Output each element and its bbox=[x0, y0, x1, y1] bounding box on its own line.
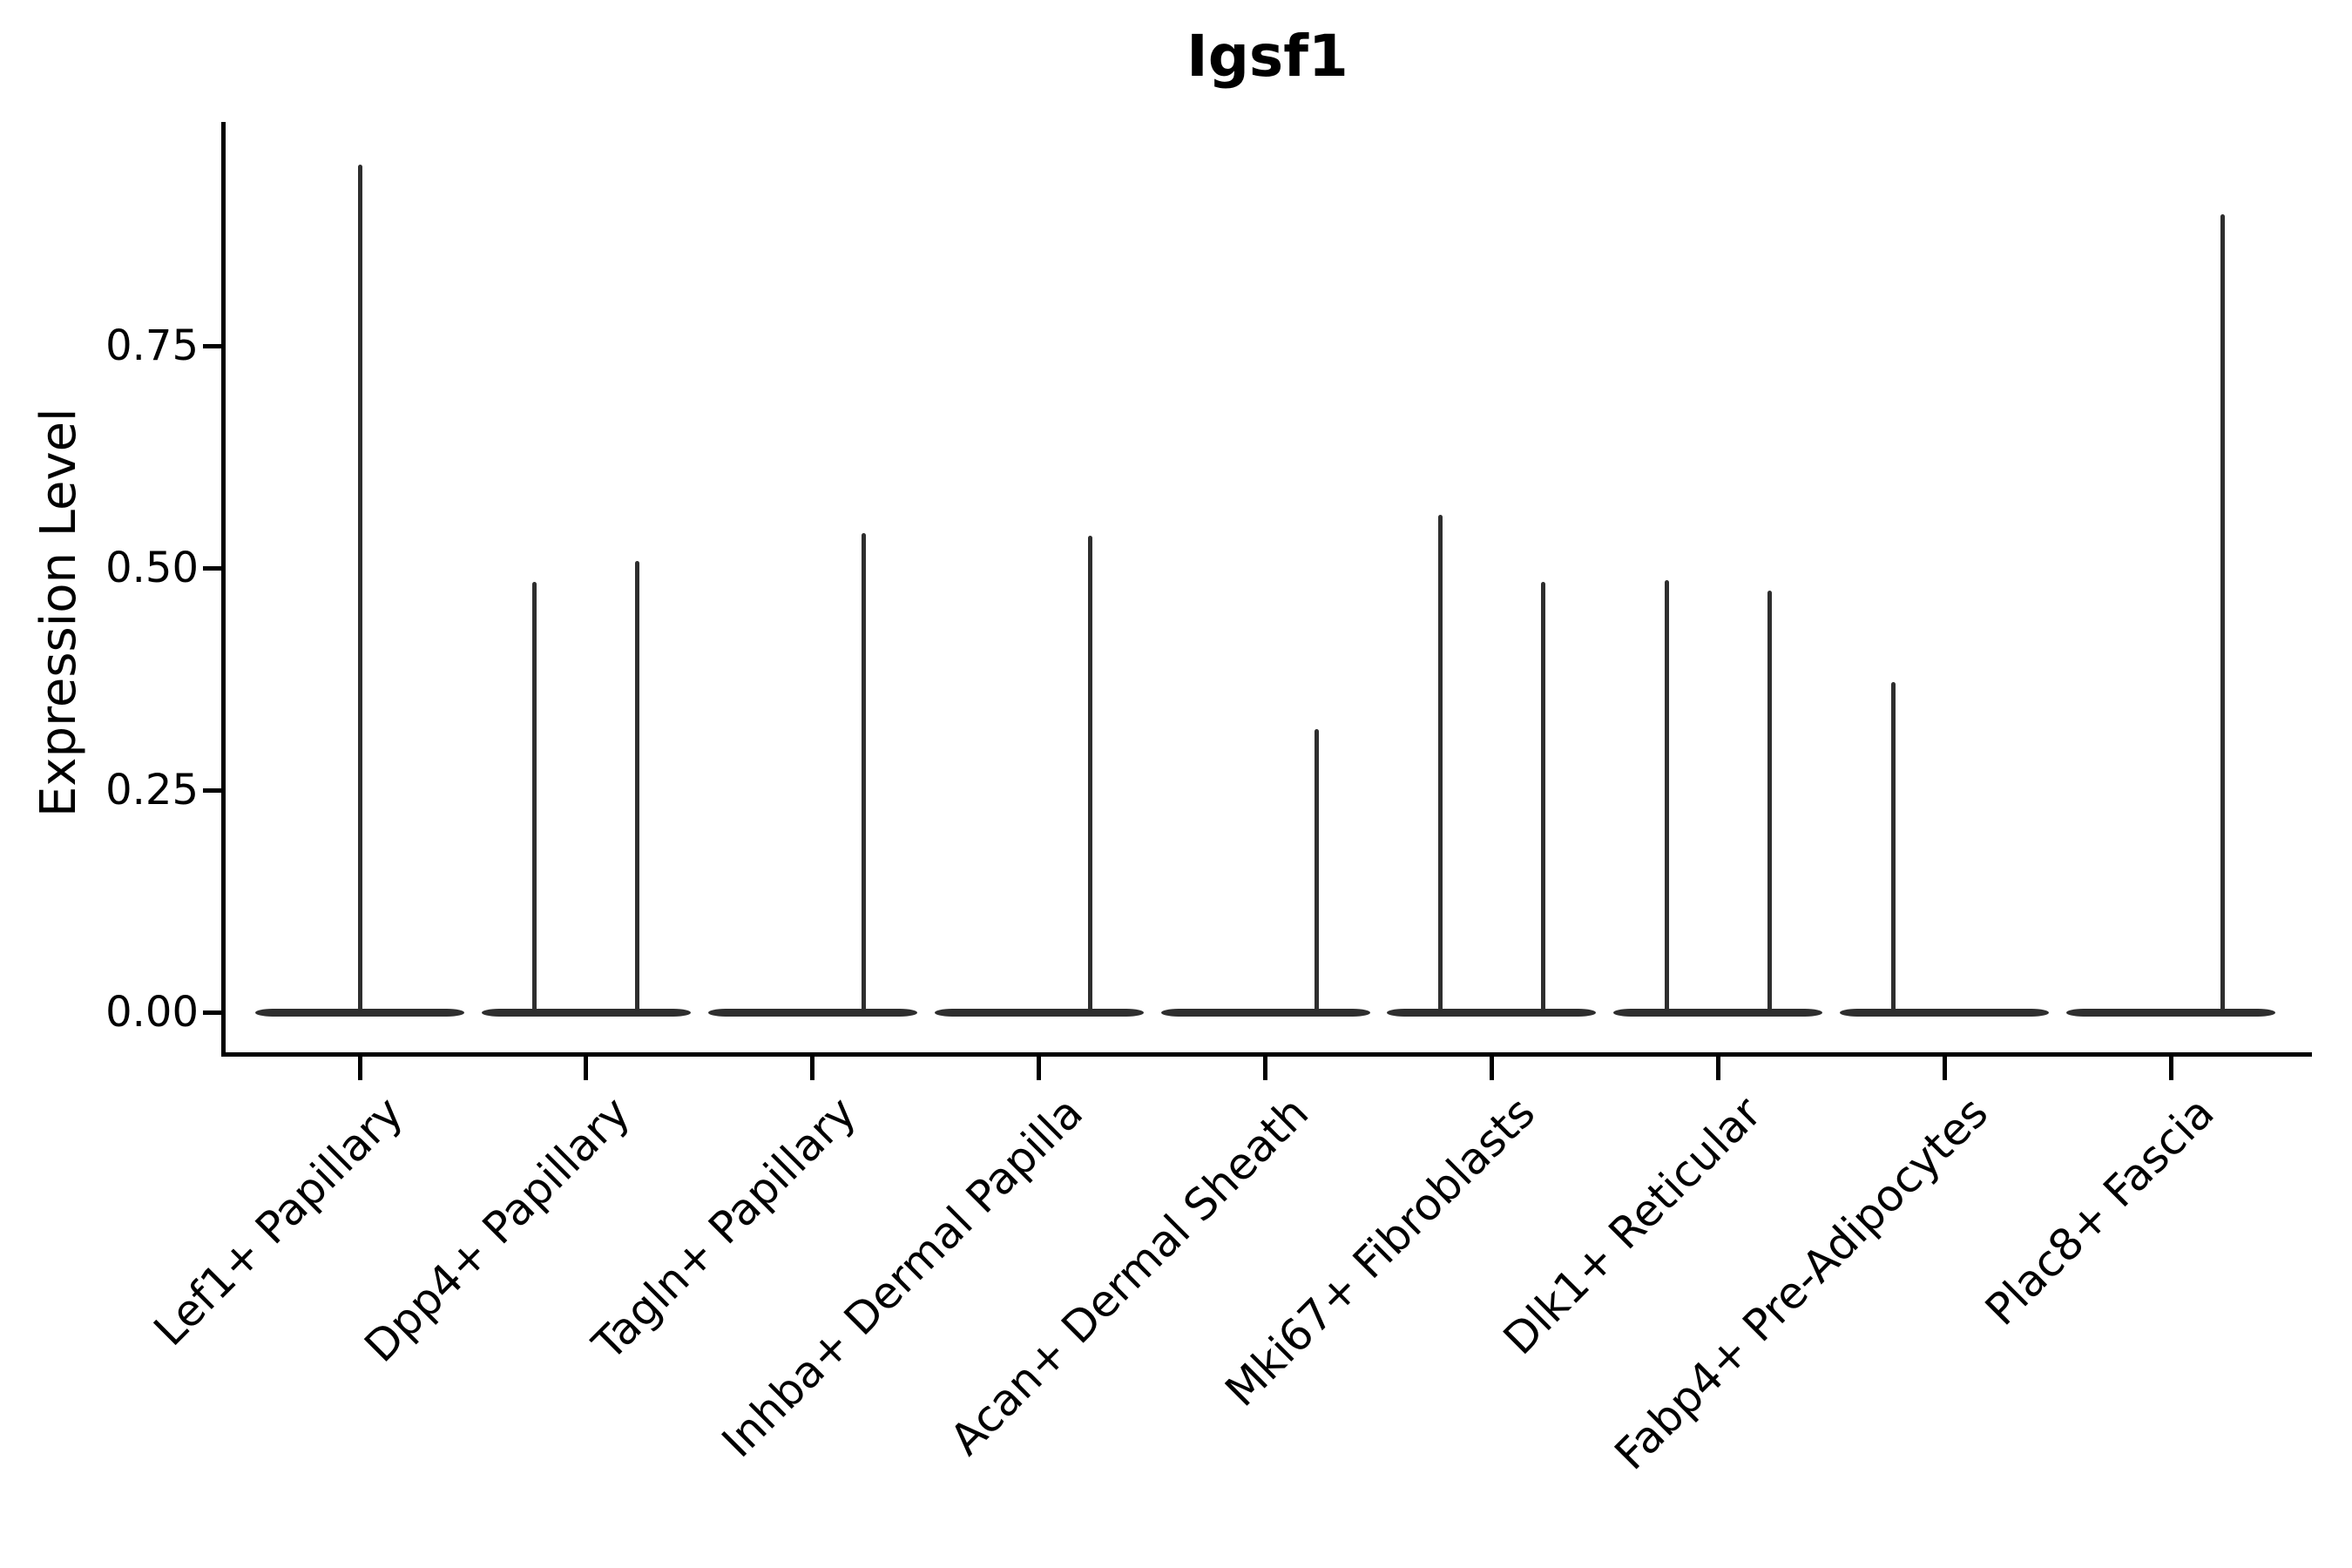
violin-baseline bbox=[481, 1008, 691, 1017]
y-axis-title: Expression Level bbox=[30, 408, 87, 817]
y-axis-spine bbox=[221, 122, 226, 1057]
x-axis-tick bbox=[1489, 1057, 1494, 1080]
violin-spike bbox=[1088, 536, 1093, 1012]
violin-spike bbox=[635, 560, 640, 1012]
x-axis-tick bbox=[1037, 1057, 1042, 1080]
x-axis-category-label: Fabp4+ Pre-Adipocytes bbox=[1605, 1087, 1998, 1480]
y-axis-tick bbox=[203, 565, 222, 571]
x-axis-category-label: Acan+ Dermal Sheath bbox=[940, 1087, 1319, 1465]
y-axis-tick-label: 0.25 bbox=[105, 766, 199, 814]
violin-baseline bbox=[2066, 1008, 2275, 1017]
y-axis-tick-label: 0.00 bbox=[105, 988, 199, 1037]
violin-spike bbox=[2220, 214, 2225, 1012]
y-axis-tick bbox=[203, 1010, 222, 1015]
violin-spike bbox=[532, 582, 537, 1012]
x-axis-spine bbox=[221, 1052, 2312, 1057]
violin-baseline bbox=[1160, 1008, 1370, 1017]
violin-baseline bbox=[255, 1008, 464, 1017]
y-axis-tick bbox=[203, 787, 222, 793]
violin-baseline bbox=[1840, 1008, 2050, 1017]
x-axis-tick bbox=[584, 1057, 589, 1080]
y-axis-tick bbox=[203, 343, 222, 348]
chart-title: Igsf1 bbox=[1186, 23, 1348, 90]
x-axis-category-label: Plac8+ Fascia bbox=[1976, 1087, 2225, 1335]
violin-baseline bbox=[707, 1008, 917, 1017]
violin-spike bbox=[1540, 582, 1545, 1012]
x-axis-tick bbox=[1942, 1057, 1947, 1080]
x-axis-tick bbox=[357, 1057, 362, 1080]
x-axis-tick bbox=[810, 1057, 815, 1080]
violin-baseline bbox=[1387, 1008, 1597, 1017]
y-axis-tick-label: 0.75 bbox=[105, 321, 199, 370]
x-axis-category-label: Lef1+ Papillary bbox=[144, 1087, 414, 1356]
x-axis-tick bbox=[2168, 1057, 2173, 1080]
violin-spike bbox=[862, 533, 867, 1012]
violin-spike bbox=[1315, 728, 1319, 1012]
violin-spike bbox=[1890, 681, 1896, 1012]
y-axis-tick-label: 0.50 bbox=[105, 544, 199, 592]
violin-spike bbox=[357, 164, 362, 1012]
violin-baseline bbox=[1613, 1008, 1823, 1017]
violin-spike bbox=[1664, 580, 1669, 1012]
x-axis-category-label: Inhba+ Dermal Papilla bbox=[712, 1087, 1092, 1468]
x-axis-tick bbox=[1263, 1057, 1267, 1080]
violin-baseline bbox=[934, 1008, 1144, 1017]
x-axis-tick bbox=[1715, 1057, 1720, 1080]
violin-spike bbox=[1767, 590, 1772, 1012]
violin-spike bbox=[1437, 514, 1443, 1012]
